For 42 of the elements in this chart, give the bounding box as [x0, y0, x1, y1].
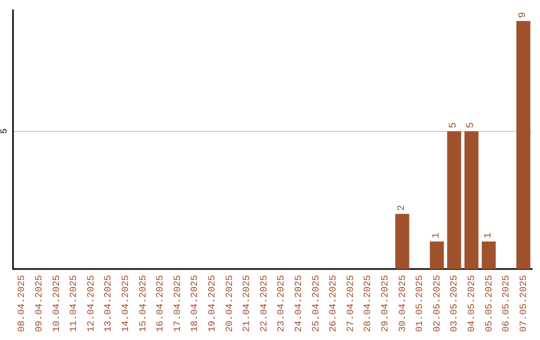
bar	[430, 241, 444, 269]
x-tick-label: 22.04.2025	[258, 274, 270, 332]
x-tick-label: 06.05.2025	[500, 274, 512, 332]
data-label: 2	[396, 204, 408, 211]
x-tick-label: 08.04.2025	[16, 274, 28, 332]
bar	[516, 21, 530, 269]
bar	[395, 214, 410, 269]
x-tick-label: 25.04.2025	[310, 274, 322, 332]
x-tick-label: 16.04.2025	[154, 274, 166, 332]
x-tick-label: 24.04.2025	[292, 274, 304, 332]
x-tick-label: 26.04.2025	[328, 274, 339, 332]
bar	[482, 241, 496, 269]
x-tick-label: 29.04.2025	[379, 274, 390, 332]
x-tick-label: 10.04.2025	[50, 274, 62, 332]
x-tick-label: 15.04.2025	[137, 274, 148, 332]
x-tick-label: 11.04.2025	[68, 274, 80, 332]
data-label: 1	[431, 232, 442, 238]
x-tick-label: 01.05.2025	[414, 274, 426, 332]
x-tick-label: 19.04.2025	[206, 274, 218, 332]
x-tick-label: 27.04.2025	[344, 274, 356, 332]
x-tick-label: 05.05.2025	[483, 274, 494, 332]
x-tick-label: 09.04.2025	[33, 274, 44, 332]
bar	[464, 131, 478, 269]
x-tick-label: 02.05.2025	[431, 274, 442, 332]
x-tick-label: 21.04.2025	[241, 274, 252, 332]
x-tick-label: 17.04.2025	[172, 274, 183, 332]
x-tick-label: 13.04.2025	[102, 274, 114, 332]
x-tick-label: 20.04.2025	[224, 274, 235, 332]
x-tick-label: 30.04.2025	[396, 274, 408, 332]
x-tick-label: 07.05.2025	[518, 274, 529, 332]
data-label: 1	[483, 232, 494, 238]
x-tick-label: 12.04.2025	[85, 274, 96, 332]
x-tick-label: 23.04.2025	[276, 274, 287, 332]
data-label: 9	[518, 12, 529, 18]
x-tick-label: 03.05.2025	[448, 274, 460, 332]
x-tick-label: 28.04.2025	[362, 274, 374, 332]
data-label: 5	[466, 122, 477, 128]
x-tick-label: 18.04.2025	[189, 274, 200, 332]
bar	[447, 131, 462, 269]
x-tick-label: 04.05.2025	[466, 274, 477, 332]
data-label: 5	[448, 122, 460, 128]
x-tick-label: 14.04.2025	[120, 274, 131, 332]
